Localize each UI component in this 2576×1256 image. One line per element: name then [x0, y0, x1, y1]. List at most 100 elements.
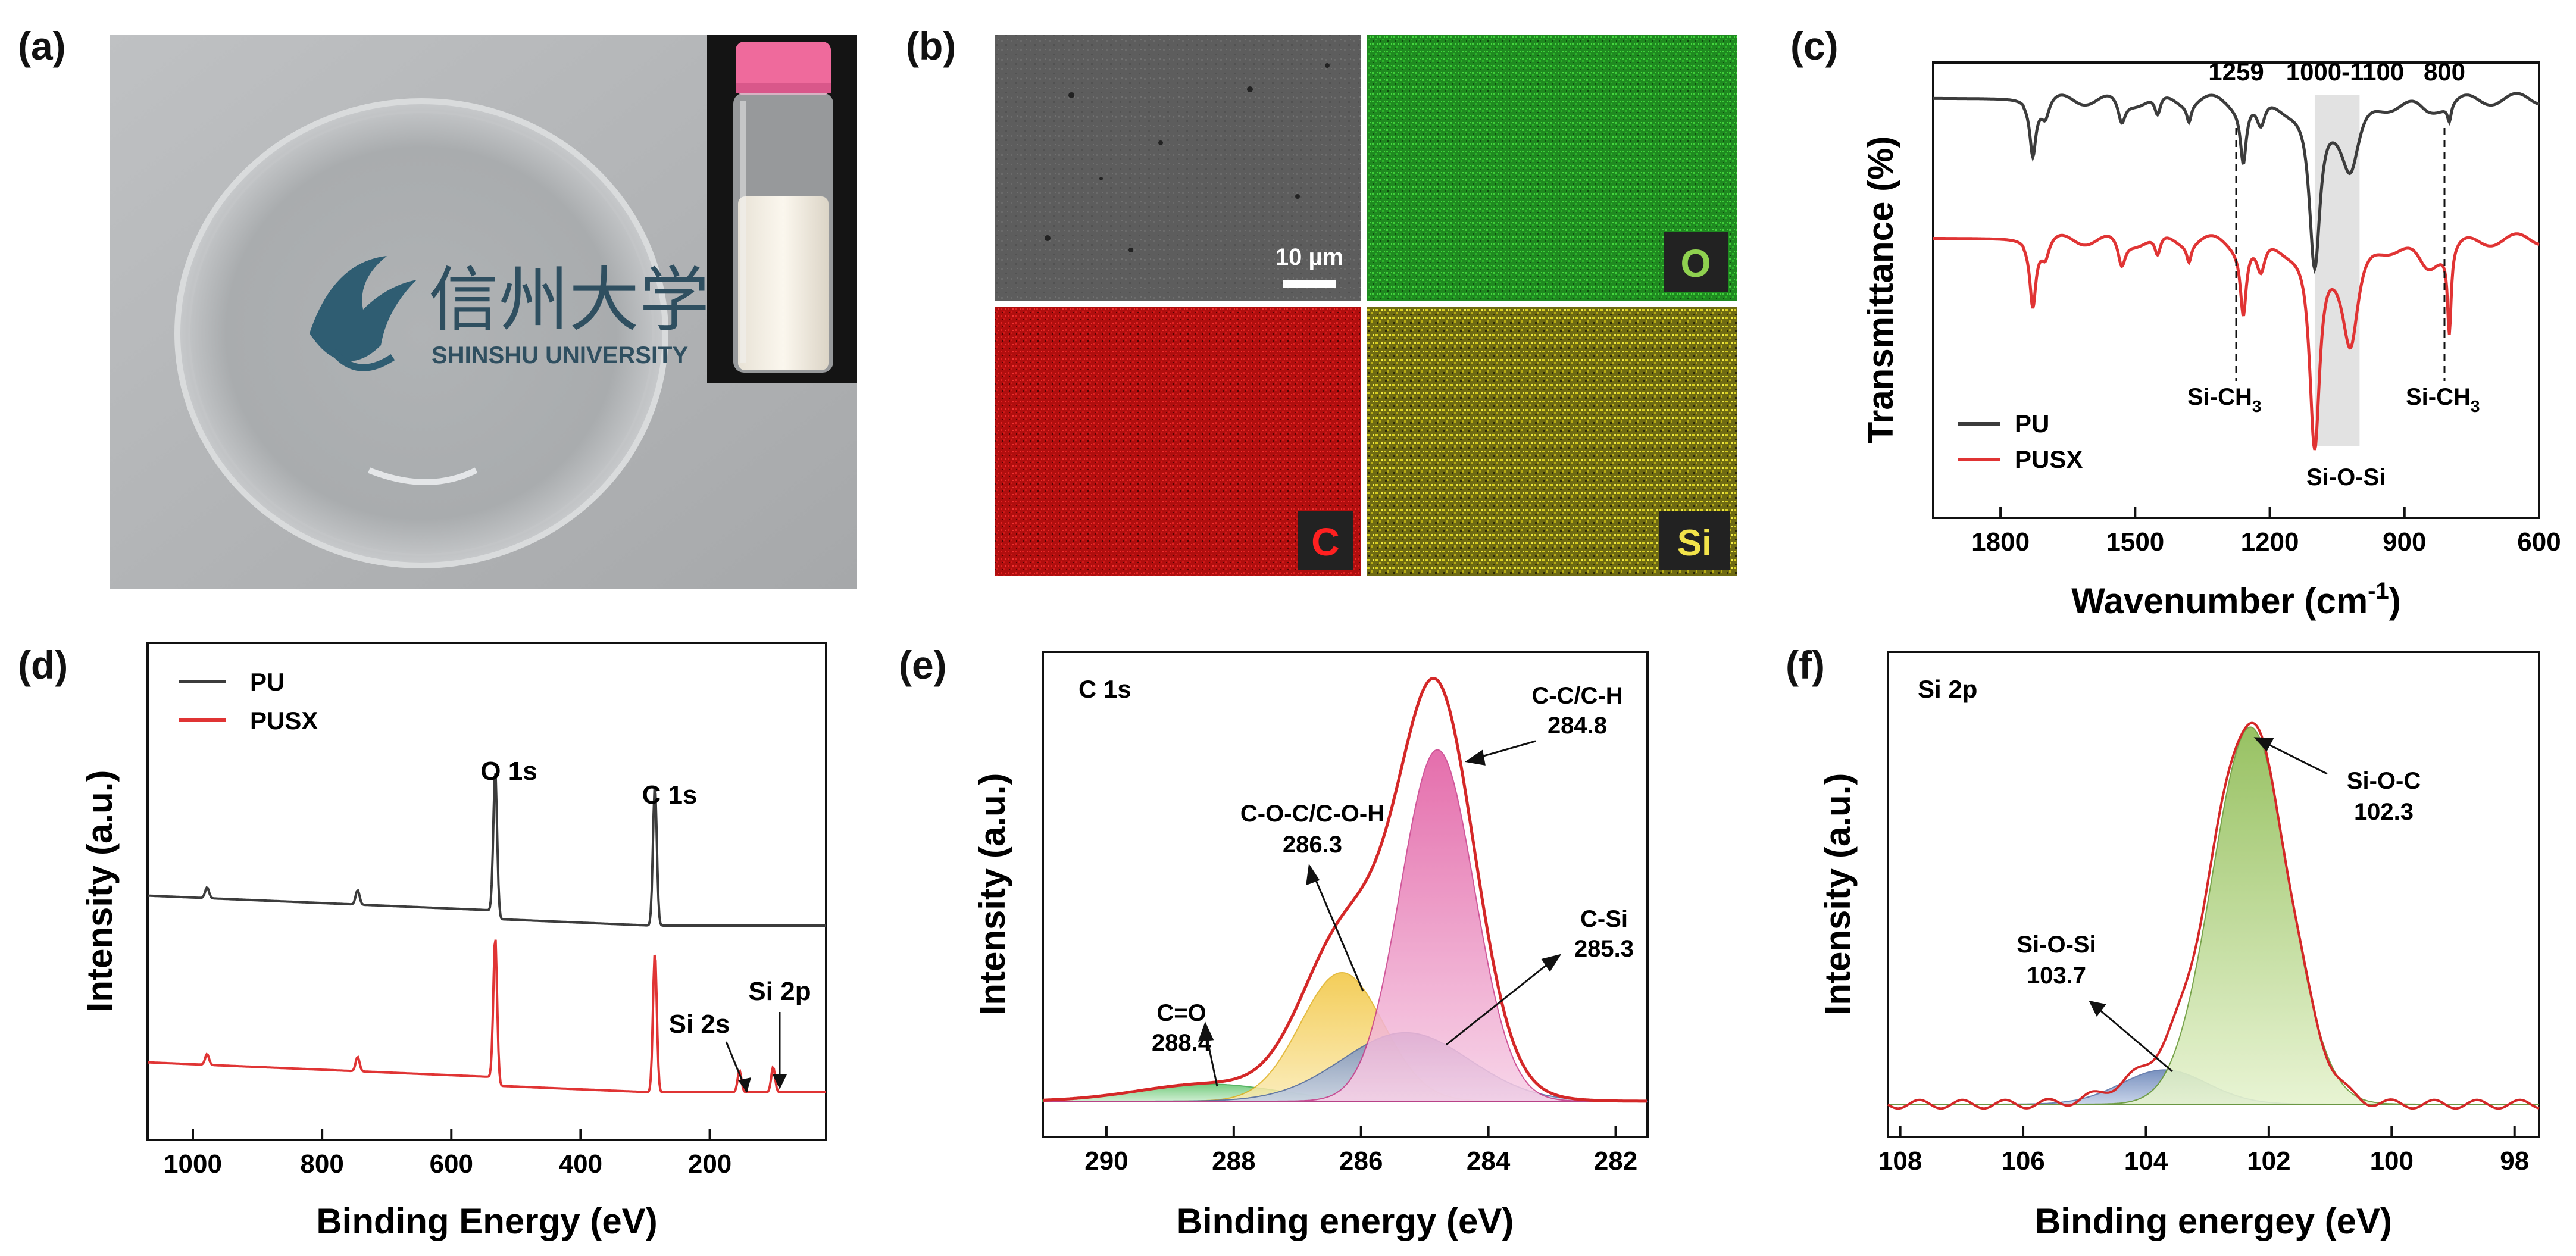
logo-text-en: SHINSHU UNIVERSITY: [432, 342, 688, 368]
si2p-arrows: [2089, 737, 2328, 1073]
survey-legend-pusx: PUSX: [250, 707, 318, 735]
survey-x-tick-label-800: 800: [300, 1149, 343, 1179]
ftir-annot-si-ch3-right: Si-CH3: [2406, 384, 2480, 415]
si2p-chart: 108 106 104 102 100 98 Si 2p Si-O-Si 103.7 Si…: [1818, 651, 2540, 1241]
panel-label-d: (d): [18, 643, 68, 687]
ftir-annot-si-o-si: Si-O-Si: [2306, 464, 2386, 490]
c1s-axes-frame: [1042, 651, 1649, 1138]
ftir-legend-pusx: PUSX: [2015, 445, 2083, 473]
c1s-x-ticks: 290 288 286 284 282: [1084, 1126, 1637, 1176]
ftir-band-1000-1100: [2314, 95, 2360, 446]
survey-annot-o1s: O 1s: [480, 757, 537, 786]
c1s-annot-c-si: C-Si: [1580, 906, 1628, 932]
university-logo: 信州大学 SHINSHU UNIVERSITY: [310, 256, 709, 371]
c1s-title: C 1s: [1078, 675, 1131, 703]
c1s-annot-c-o-c-value: 286.3: [1283, 832, 1342, 858]
si2p-title: Si 2p: [1918, 675, 1977, 703]
ftir-x-tick-label-1800: 1800: [1971, 527, 2030, 557]
scale-bar: [1283, 280, 1336, 288]
eds-map-c: C: [995, 307, 1361, 576]
c1s-x-tick-label-282: 282: [1594, 1146, 1637, 1176]
eds-map-o: O: [1367, 35, 1737, 301]
survey-arrowhead-si2p: [773, 1074, 787, 1089]
c1s-arrows: [1198, 740, 1562, 1087]
ftir-annot-800: 800: [2424, 58, 2465, 86]
ftir-annot-si-ch3-right-text: Si-CH: [2406, 384, 2471, 410]
panel-label-c: (c): [1790, 24, 1839, 68]
c1s-x-tick-label-290: 290: [1084, 1146, 1128, 1176]
c1s-chart: 290 288 286 284 282 C 1s C=O 288.4 C-O-C/C-O…: [973, 651, 1649, 1241]
svg-text:Si-CH3: Si-CH3: [2187, 384, 2261, 415]
c1s-component-3: [1043, 749, 1647, 1102]
map-label-c: C: [1311, 520, 1340, 564]
ftir-legend: PU PUSX: [1958, 410, 2083, 473]
ftir-chart: 1800 1500 1200 900 600 1259 1000-1100 800 Si…: [1861, 58, 2561, 621]
c1s-annot-c-c-value: 284.8: [1548, 713, 1607, 739]
survey-legend: PU PUSX: [179, 668, 318, 735]
survey-ylabel: Intensity (a.u.): [80, 770, 120, 1013]
si2p-xlabel: Binding energey (eV): [2035, 1201, 2392, 1241]
si2p-axes-frame: [1887, 651, 2540, 1138]
si2p-x-tick-label-102: 102: [2247, 1146, 2290, 1176]
si2p-ylabel: Intensity (a.u.): [1818, 773, 1858, 1016]
c1s-annot-c-c: C-C/C-H: [1531, 683, 1622, 709]
survey-x-tick-label-200: 200: [688, 1149, 731, 1179]
scale-bar-label: 10 µm: [1276, 244, 1343, 270]
c1s-x-tick-label-288: 288: [1212, 1146, 1255, 1176]
ftir-x-tick-label-1500: 1500: [2106, 527, 2164, 557]
survey-annot-si2s: Si 2s: [669, 1010, 730, 1039]
vial: [733, 42, 833, 373]
ftir-annot-si-ch3-left-text: Si-CH: [2187, 384, 2252, 410]
si2p-annot-si-o-si: Si-O-Si: [2017, 932, 2096, 958]
si2p-x-tick-label-108: 108: [1878, 1146, 1922, 1176]
ftir-series-pu: [1933, 92, 2540, 274]
survey-annot-c1s: C 1s: [642, 780, 698, 810]
ftir-axes-frame: [1932, 61, 2540, 519]
ftir-annot-si-ch3-left: Si-CH3: [2187, 384, 2261, 415]
si2p-x-tick-label-100: 100: [2370, 1146, 2414, 1176]
survey-legend-pu: PU: [250, 668, 285, 696]
ftir-x-ticks: 1800 1500 1200 900 600: [1971, 507, 2561, 557]
survey-x-tick-label-1000: 1000: [164, 1149, 222, 1179]
ftir-x-tick-label-900: 900: [2383, 527, 2426, 557]
ftir-x-tick-label-1200: 1200: [2241, 527, 2299, 557]
c1s-annot-c-o: C=O: [1156, 1000, 1206, 1026]
c1s-x-tick-label-284: 284: [1467, 1146, 1511, 1176]
map-label-si: Si: [1677, 523, 1712, 564]
survey-axes-frame: [146, 642, 827, 1141]
c1s-x-tick-label-286: 286: [1339, 1146, 1383, 1176]
si2p-x-ticks: 108 106 104 102 100 98: [1878, 1126, 2529, 1176]
si2p-component-1: [1888, 726, 2539, 1105]
sem-image: 10 µm: [995, 35, 1361, 301]
ftir-x-tick-label-600: 600: [2517, 527, 2561, 557]
survey-x-ticks: 1000 800 600 400 200: [164, 1129, 731, 1179]
panel-label-a: (a): [18, 24, 66, 68]
ftir-xlabel: Wavenumber (cm-1): [2071, 578, 2400, 621]
si2p-x-tick-label-106: 106: [2001, 1146, 2044, 1176]
ftir-annot-si-ch3-right-sub: 3: [2471, 397, 2480, 415]
map-label-o: O: [1680, 241, 1711, 285]
si2p-components: [1888, 726, 2539, 1105]
survey-x-tick-label-600: 600: [430, 1149, 473, 1179]
si2p-x-tick-label-98: 98: [2500, 1146, 2529, 1176]
si2p-annot-si-o-c: Si-O-C: [2347, 768, 2421, 794]
c1s-annot-c-o-c: C-O-C/C-O-H: [1240, 801, 1384, 827]
panel-label-e: (e): [899, 643, 947, 687]
ftir-annot-1259: 1259: [2208, 58, 2264, 86]
si2p-annot-si-o-si-value: 103.7: [2027, 963, 2086, 989]
survey-x-tick-label-400: 400: [559, 1149, 602, 1179]
survey-xlabel: Binding Energy (eV): [316, 1201, 657, 1241]
svg-text:Si-CH3: Si-CH3: [2406, 384, 2480, 415]
panel-label-f: (f): [1786, 643, 1825, 687]
ftir-annot-1000-1100: 1000-1100: [2286, 58, 2405, 86]
panel-label-b: (b): [906, 24, 956, 68]
photo-film: 信州大学 SHINSHU UNIVERSITY: [110, 35, 857, 589]
c1s-annot-c-si-value: 285.3: [1574, 936, 1634, 962]
xps-survey-chart: 1000 800 600 400 200 PU PUSX O 1s C 1s Si 2s…: [80, 642, 827, 1241]
survey-annot-si2p: Si 2p: [748, 977, 811, 1006]
ftir-annot-si-ch3-left-sub: 3: [2252, 397, 2262, 415]
ftir-legend-pu: PU: [2015, 410, 2049, 438]
survey-arrowhead-si2s: [738, 1077, 751, 1092]
eds-map-si: Si: [1367, 307, 1737, 576]
c1s-xlabel: Binding energy (eV): [1177, 1201, 1514, 1241]
